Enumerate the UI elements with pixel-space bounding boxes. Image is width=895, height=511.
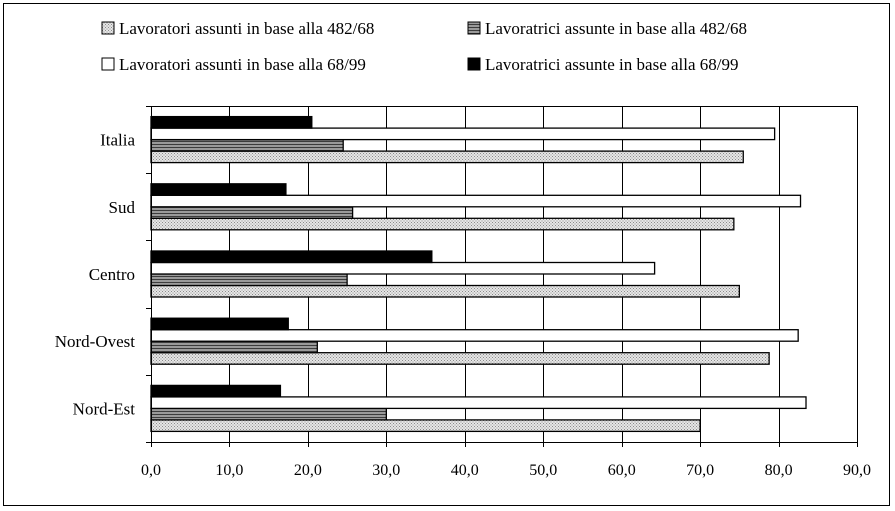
bar-nord-est-series-4 (150, 384, 282, 398)
x-tick-label-4: 40,0 (451, 462, 479, 479)
bar-sud-series-4 (150, 183, 287, 196)
axes (146, 106, 858, 447)
bar-centro-series-2 (150, 273, 348, 287)
x-tick-label-8: 80,0 (765, 462, 793, 479)
x-tick-label-3: 30,0 (372, 462, 400, 479)
legend-label-3: Lavoratori assunti in base alla 68/99 (119, 55, 366, 74)
legend-swatch-4 (467, 57, 481, 71)
x-tick-label-1: 10,0 (215, 462, 243, 479)
x-tick-label-0: 0,0 (141, 462, 161, 479)
legend-label-4: Lavoratrici assunte in base alla 68/99 (485, 55, 739, 74)
bar-sud-series-3 (150, 194, 802, 208)
x-tick-label-2: 20,0 (294, 462, 322, 479)
bar-centro-series-4 (150, 250, 433, 264)
x-tick-label-7: 70,0 (686, 462, 714, 479)
bar-nord-est-series-1 (150, 419, 701, 433)
category-label-centro: Centro (89, 265, 135, 284)
legend-label-1: Lavoratori assunti in base alla 482/68 (119, 19, 374, 38)
bar-nord-ovest-series-1 (150, 352, 770, 365)
bar-sud-series-1 (150, 217, 735, 231)
bar-sud-series-2 (150, 206, 354, 219)
bar-nord-ovest-series-3 (150, 329, 799, 342)
bar-italia-series-3 (150, 127, 776, 141)
legend-swatch-2 (467, 21, 481, 35)
category-label-sud: Sud (109, 198, 136, 217)
legend: Lavoratori assunti in base alla 482/68 La… (101, 19, 747, 74)
bar-nord-est-series-3 (150, 396, 807, 410)
bar-nord-ovest-series-2 (150, 340, 318, 354)
x-tick-label-6: 60,0 (608, 462, 636, 479)
bar-italia-series-2 (150, 138, 344, 152)
bar-centro-series-3 (150, 261, 656, 275)
category-label-italia: Italia (100, 131, 135, 150)
legend-label-2: Lavoratrici assunte in base alla 482/68 (485, 19, 747, 38)
bar-italia-series-4 (150, 115, 313, 129)
bars (150, 115, 807, 433)
bar-centro-series-1 (150, 284, 740, 298)
axis-labels: Nord-Est Nord-Ovest Centro Sud Italia 0,0 10,0… (55, 131, 871, 479)
x-tick-label-5: 50,0 (529, 462, 557, 479)
category-label-nord-ovest: Nord-Ovest (55, 332, 136, 351)
category-label-nord-est: Nord-Est (73, 399, 136, 418)
legend-swatch-3 (101, 57, 115, 71)
x-tick-label-9: 90,0 (843, 462, 871, 479)
bar-italia-series-1 (150, 150, 744, 164)
legend-swatch-1 (101, 21, 115, 35)
bar-nord-ovest-series-4 (150, 317, 289, 331)
bar-nord-est-series-2 (150, 407, 387, 421)
